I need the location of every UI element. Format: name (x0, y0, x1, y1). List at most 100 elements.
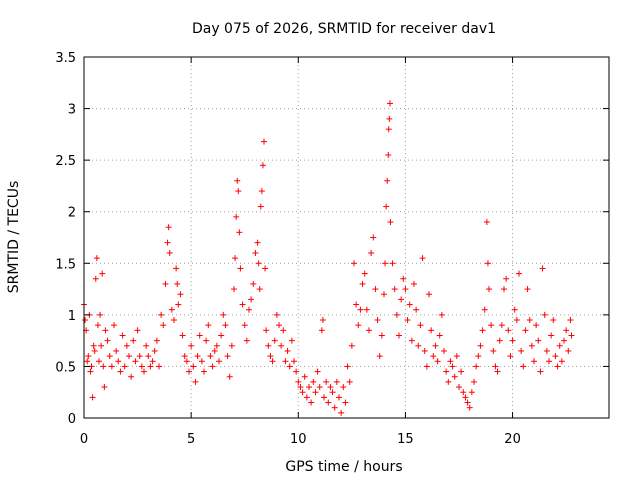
data-point (97, 311, 104, 318)
plot-frame (83, 56, 610, 419)
data-point (256, 286, 263, 293)
data-point (87, 368, 94, 375)
data-point (237, 265, 244, 272)
data-point (198, 358, 205, 365)
data-point (378, 332, 385, 339)
data-point (520, 363, 527, 370)
data-point (218, 332, 225, 339)
data-point (513, 317, 520, 324)
data-point (558, 358, 565, 365)
data-point (535, 337, 542, 344)
data-point (393, 311, 400, 318)
data-point (447, 358, 454, 365)
data-point (468, 389, 475, 396)
data-point (234, 177, 241, 184)
data-point (434, 358, 441, 365)
data-point (113, 347, 120, 354)
data-point (366, 327, 372, 334)
data-point (194, 353, 201, 360)
data-point (477, 342, 484, 349)
data-point (233, 213, 240, 220)
data-point (224, 353, 231, 360)
data-point (524, 286, 531, 293)
data-point (175, 301, 182, 308)
data-point (192, 378, 199, 385)
x-tick-label: 20 (504, 432, 521, 447)
data-point (248, 296, 255, 303)
data-point (98, 342, 105, 349)
data-point (552, 353, 559, 360)
data-point (363, 306, 370, 313)
data-point (158, 311, 165, 318)
data-point (165, 224, 172, 231)
data-point (96, 358, 102, 365)
data-point (483, 219, 490, 226)
data-point (518, 347, 525, 354)
y-tick-label: 0 (68, 412, 76, 427)
data-point (190, 363, 197, 370)
data-point (168, 306, 175, 313)
data-point (355, 322, 362, 329)
data-point (308, 399, 315, 406)
data-point (143, 342, 150, 349)
data-point (484, 260, 491, 267)
x-tick-label: 15 (397, 432, 414, 447)
data-point (211, 347, 218, 354)
data-point (396, 332, 402, 339)
data-point (419, 255, 426, 262)
data-point (436, 332, 443, 339)
x-tick-label: 0 (80, 432, 88, 447)
data-point (408, 337, 415, 344)
data-point (387, 100, 393, 107)
data-points (81, 100, 575, 416)
data-point (254, 239, 261, 246)
data-point (370, 234, 377, 241)
data-point (471, 378, 477, 385)
data-point (389, 260, 396, 267)
data-point (413, 306, 420, 313)
data-point (430, 353, 437, 360)
data-point (387, 219, 394, 226)
data-point (128, 373, 135, 380)
data-point (507, 353, 514, 360)
data-point (111, 322, 117, 329)
data-point (353, 301, 360, 308)
data-point (443, 368, 450, 375)
data-point (382, 260, 389, 267)
data-point (464, 399, 471, 406)
data-point (121, 363, 128, 370)
data-point (368, 249, 375, 256)
data-point (117, 368, 124, 375)
data-point (528, 342, 535, 349)
data-point (359, 280, 366, 287)
y-tick-label: 1 (68, 309, 76, 324)
data-point (205, 322, 212, 329)
data-point (301, 373, 308, 380)
data-point (385, 126, 392, 133)
data-point (262, 265, 269, 272)
data-point (423, 363, 430, 370)
data-point (126, 353, 132, 360)
data-point (293, 368, 300, 375)
data-point (151, 347, 158, 354)
axis-ticks: 0 0.5 1 1.5 2 2.5 3 3.5 0 5 10 15 20 (55, 51, 609, 447)
data-point (267, 353, 274, 360)
data-point (259, 162, 266, 169)
y-tick-label: 1.5 (55, 257, 76, 272)
data-point (441, 347, 447, 354)
data-point (269, 358, 276, 365)
data-point (216, 358, 222, 365)
data-point (156, 363, 162, 370)
data-point (149, 358, 156, 365)
data-point (568, 332, 575, 339)
data-point (561, 337, 567, 344)
data-point (338, 409, 345, 416)
data-point (188, 342, 195, 349)
data-point (92, 275, 99, 282)
x-tick-label: 10 (290, 432, 307, 447)
data-point (494, 368, 501, 375)
data-point (119, 332, 126, 339)
data-point (263, 327, 270, 334)
data-point (183, 358, 190, 365)
